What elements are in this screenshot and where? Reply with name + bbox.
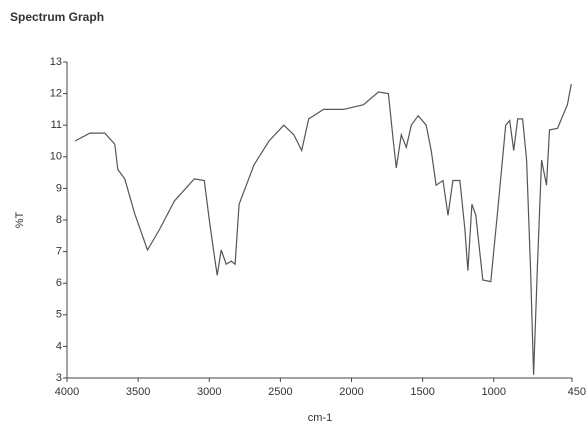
y-tick-label: 6 bbox=[56, 277, 62, 289]
y-tick-label: 10 bbox=[50, 151, 62, 163]
x-tick-label: 1500 bbox=[410, 386, 434, 398]
spectrum-line bbox=[74, 83, 572, 375]
x-tick-label: 1000 bbox=[482, 386, 506, 398]
y-tick-label: 11 bbox=[51, 119, 62, 131]
y-tick-label: 12 bbox=[50, 88, 62, 100]
x-tick-label: 3000 bbox=[197, 386, 221, 398]
x-tick-label: 450 bbox=[568, 386, 586, 398]
y-tick-label: 9 bbox=[56, 182, 62, 194]
x-tick-label: 4000 bbox=[55, 386, 79, 398]
y-tick-label: 7 bbox=[56, 246, 62, 258]
x-axis-label: cm-1 bbox=[308, 412, 332, 424]
y-tick-label: 3 bbox=[56, 372, 62, 384]
y-tick-label: 5 bbox=[56, 309, 62, 321]
x-tick-label: 3500 bbox=[126, 386, 150, 398]
x-tick-label: 2500 bbox=[268, 386, 292, 398]
x-tick-label: 2000 bbox=[339, 386, 363, 398]
y-tick-label: 8 bbox=[56, 214, 62, 226]
chart-title: Spectrum Graph bbox=[10, 10, 104, 24]
y-axis-label: %T bbox=[14, 211, 26, 228]
y-tick-label: 13 bbox=[50, 56, 62, 68]
y-tick-label: 4 bbox=[56, 340, 62, 352]
